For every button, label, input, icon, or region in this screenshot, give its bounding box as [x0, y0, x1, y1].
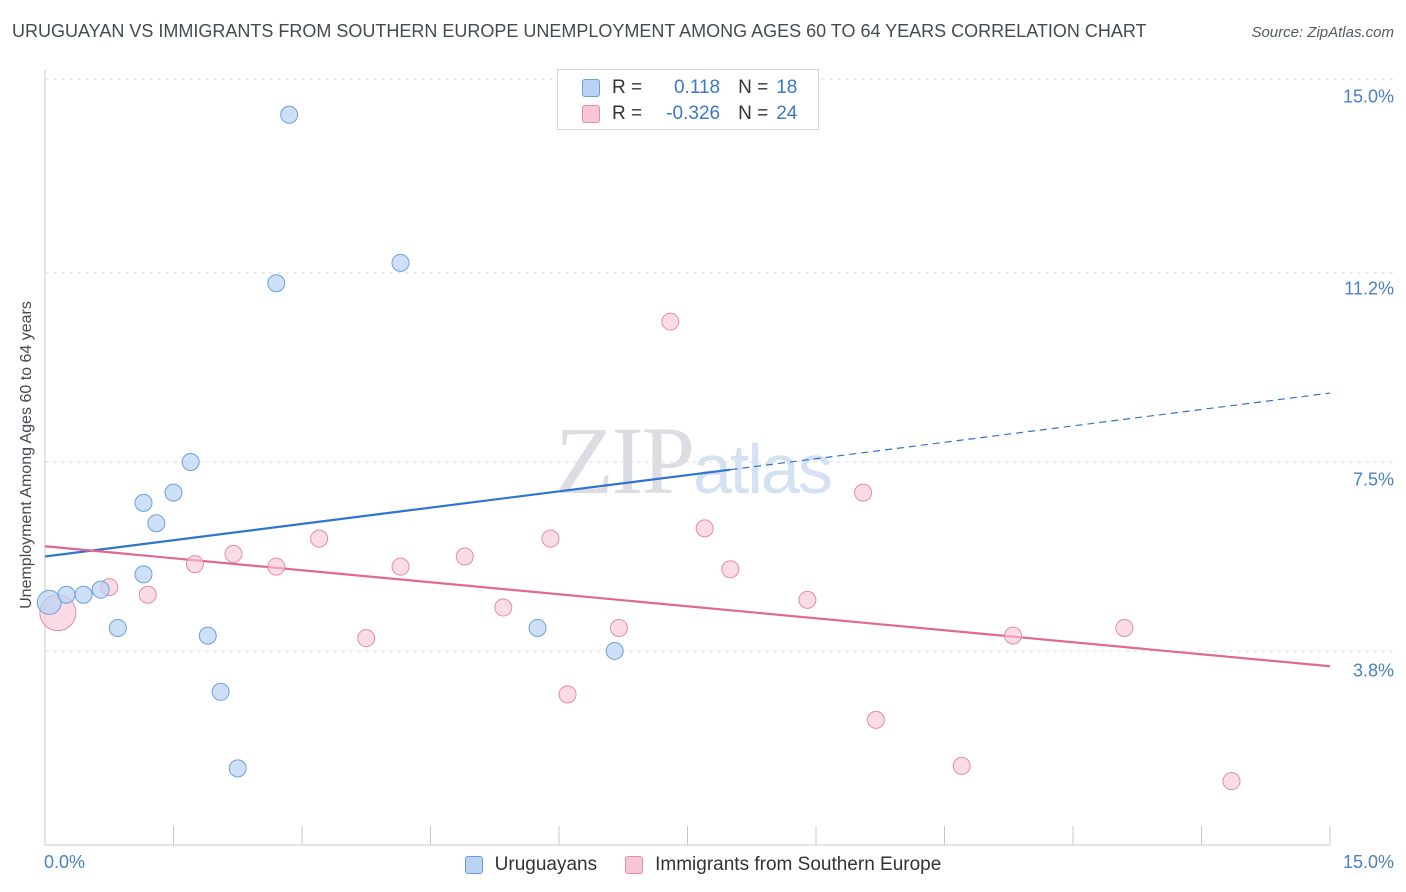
y-tick-label-15: 15.0%: [1342, 86, 1394, 107]
point-immigrants-22: [1115, 618, 1134, 637]
trend-line-immigrants: [44, 545, 1331, 668]
source-label: Source: ZipAtlas.com: [1251, 24, 1394, 41]
r-value: 0.118: [673, 77, 721, 98]
point-uruguayans-10: [198, 626, 217, 645]
watermark: ZIPatlas: [555, 405, 833, 516]
point-immigrants-7: [357, 629, 376, 648]
point-uruguayans-8: [164, 483, 183, 502]
immigrants-swatch: [625, 856, 644, 874]
y-tick-label-7-5: 7.5%: [1352, 469, 1394, 490]
point-immigrants-20: [952, 756, 971, 775]
point-immigrants-16: [721, 560, 740, 579]
point-immigrants-15: [695, 519, 714, 538]
n-label: N =: [738, 103, 769, 124]
stats-legend-row-uruguayans: R = 0.118 N = 18: [582, 76, 797, 100]
point-immigrants-4: [224, 544, 243, 563]
y-tick-label-3-8: 3.8%: [1352, 660, 1394, 681]
r-label: R =: [612, 103, 643, 124]
immigrants-swatch: [582, 105, 600, 123]
r-value: -0.326: [666, 103, 721, 124]
point-uruguayans-0: [36, 589, 62, 615]
stats-legend: R = 0.118 N = 18 R = -0.326 N = 24: [557, 69, 819, 130]
point-immigrants-10: [494, 598, 513, 617]
point-immigrants-5: [267, 557, 286, 576]
point-immigrants-21: [1004, 626, 1023, 645]
point-immigrants-6: [310, 529, 329, 548]
point-immigrants-8: [391, 557, 410, 576]
legend-label-immigrants: Immigrants from Southern Europe: [655, 854, 942, 875]
point-immigrants-19: [866, 710, 885, 729]
uruguayans-swatch: [582, 79, 600, 97]
legend-label-uruguayans: Uruguayans: [494, 854, 598, 875]
legend-item-uruguayans[interactable]: Uruguayans: [464, 854, 598, 876]
point-uruguayans-12: [228, 759, 247, 778]
point-immigrants-13: [609, 618, 628, 637]
n-value: 24: [776, 103, 798, 124]
point-immigrants-17: [798, 590, 817, 609]
point-uruguayans-9: [181, 453, 200, 471]
point-immigrants-14: [661, 312, 680, 331]
n-label: N =: [738, 77, 769, 98]
y-tick-label-11-2: 11.2%: [1344, 278, 1394, 299]
r-label: R =: [612, 77, 643, 98]
point-immigrants-12: [558, 685, 577, 704]
watermark-atlas: atlas: [693, 430, 833, 508]
trend-line-uruguayans-extension: [730, 392, 1331, 471]
point-uruguayans-11: [211, 682, 230, 701]
legend-item-immigrants[interactable]: Immigrants from Southern Europe: [625, 854, 941, 876]
point-uruguayans-7: [147, 514, 166, 533]
n-value: 18: [776, 77, 798, 98]
watermark-zip: ZIP: [555, 407, 695, 514]
point-immigrants-9: [455, 547, 474, 566]
point-uruguayans-17: [605, 641, 624, 660]
point-uruguayans-13: [267, 274, 286, 293]
point-uruguayans-16: [528, 618, 547, 637]
trend-line-uruguayans: [44, 468, 731, 558]
point-uruguayans-1: [57, 585, 76, 604]
point-immigrants-2: [138, 585, 157, 604]
point-immigrants-23: [1222, 772, 1241, 791]
chart-title: URUGUAYAN VS IMMIGRANTS FROM SOUTHERN EU…: [12, 21, 1147, 41]
x-tick-label-min: 0.0%: [44, 852, 86, 872]
point-uruguayans-14: [280, 105, 299, 124]
point-uruguayans-15: [391, 253, 410, 272]
point-uruguayans-2: [74, 585, 93, 604]
x-tick-label-max: 15.0%: [1342, 852, 1394, 872]
uruguayans-swatch: [464, 856, 483, 874]
point-immigrants-18: [854, 483, 873, 502]
stats-legend-row-immigrants: R = -0.326 N = 24: [582, 102, 797, 126]
point-immigrants-3: [185, 555, 204, 574]
point-uruguayans-5: [134, 493, 153, 512]
point-uruguayans-4: [108, 618, 127, 637]
y-axis-label: Unemployment Among Ages 60 to 64 years: [18, 301, 35, 609]
point-uruguayans-3: [91, 580, 110, 599]
series-legend: Uruguayans Immigrants from Southern Euro…: [0, 852, 1406, 878]
point-immigrants-11: [541, 529, 560, 548]
point-uruguayans-6: [134, 565, 153, 584]
